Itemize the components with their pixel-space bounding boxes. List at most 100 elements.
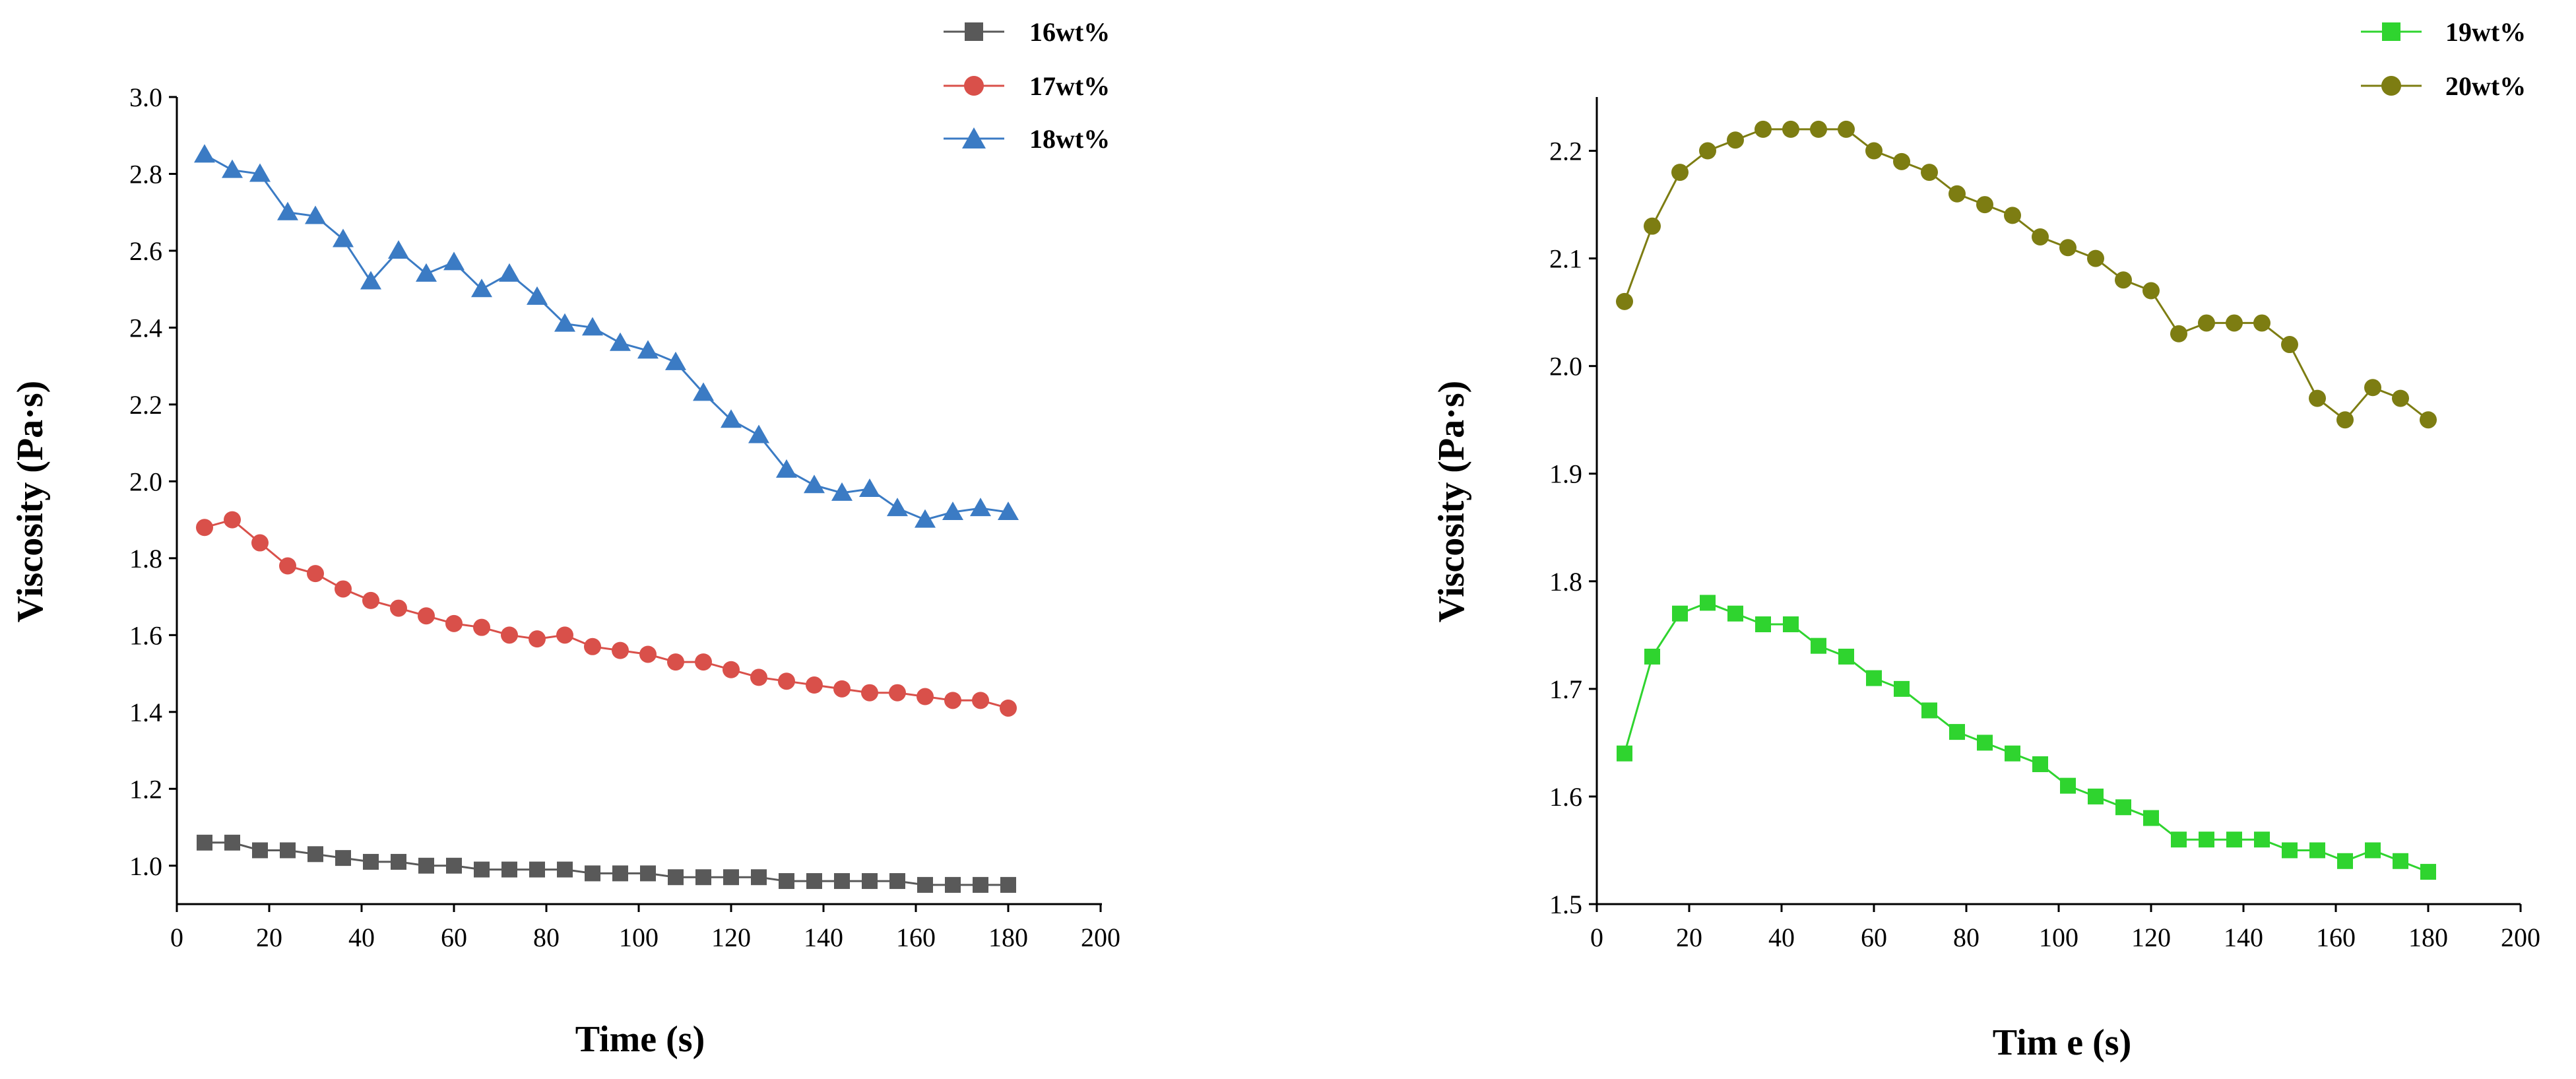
data-point-19wt xyxy=(2226,832,2242,848)
data-point-18wt xyxy=(637,340,659,359)
data-point-17wt xyxy=(639,645,657,663)
data-point-18wt xyxy=(887,498,908,517)
y-tick-label: 1.8 xyxy=(1549,567,1582,597)
data-point-17wt xyxy=(224,511,241,529)
series-line-20wt xyxy=(1623,128,2429,422)
data-point-16wt xyxy=(612,865,628,882)
data-point-19wt xyxy=(2337,853,2353,869)
data-point-18wt xyxy=(554,313,575,332)
left-chart: 1.0 1.2 1.4 1.6 1.8 2.0 2.2 2.4 2.6 2.8 3.0 0 20 40 6… xyxy=(10,17,1120,1060)
legend-marker-20wt xyxy=(2381,76,2401,96)
data-point-19wt xyxy=(2060,777,2076,794)
y-tick-label: 3.0 xyxy=(129,82,162,112)
data-point-18wt xyxy=(471,278,492,298)
y-tick-label: 1.4 xyxy=(129,698,162,727)
data-point-16wt xyxy=(668,869,684,886)
y-tick-label: 1.8 xyxy=(129,544,162,573)
y-tick-label: 2.2 xyxy=(129,390,162,420)
x-tick-label: 80 xyxy=(533,923,560,952)
data-point-20wt xyxy=(2170,325,2187,343)
y-tick-label: 1.2 xyxy=(129,774,162,804)
x-tick-label: 200 xyxy=(1081,923,1120,952)
data-point-17wt xyxy=(529,630,546,648)
data-point-16wt xyxy=(557,861,573,878)
data-point-19wt xyxy=(1811,638,1826,654)
data-point-18wt xyxy=(915,509,936,528)
x-tick-label: 140 xyxy=(2224,923,2263,952)
data-point-19wt xyxy=(2282,842,2298,859)
data-point-18wt xyxy=(610,332,631,351)
data-point-20wt xyxy=(2087,249,2104,267)
data-point-17wt xyxy=(612,641,629,659)
data-point-18wt xyxy=(360,271,381,290)
y-tick-label: 1.6 xyxy=(1549,782,1582,812)
data-point-19wt xyxy=(1866,670,1882,686)
legend-item-16wt: 16wt% xyxy=(944,17,1110,47)
data-point-17wt xyxy=(972,692,989,709)
data-point-16wt xyxy=(280,842,296,859)
data-point-17wt xyxy=(418,607,435,625)
x-tick-label: 160 xyxy=(2316,923,2356,952)
data-point-16wt xyxy=(779,873,794,890)
data-point-18wt xyxy=(859,478,880,498)
series-19wt xyxy=(1617,595,2436,880)
y-tick-label: 2.2 xyxy=(1549,137,1582,166)
x-tick-label: 100 xyxy=(619,923,659,952)
data-point-20wt xyxy=(2059,239,2077,257)
legend-label-20wt: 20wt% xyxy=(2445,71,2526,101)
y-tick-label: 2.0 xyxy=(129,467,162,496)
data-point-18wt xyxy=(804,474,825,494)
legend-marker-18wt xyxy=(962,127,986,148)
y-tick-label: 2.1 xyxy=(1549,244,1582,274)
legend-item-18wt: 18wt% xyxy=(944,124,1110,154)
x-tick-label: 60 xyxy=(1861,923,1887,952)
data-point-17wt xyxy=(335,580,352,598)
y-tick-label: 1.5 xyxy=(1549,890,1582,919)
data-point-16wt xyxy=(834,873,850,890)
data-point-17wt xyxy=(196,519,213,537)
data-point-19wt xyxy=(2171,832,2187,848)
data-point-17wt xyxy=(473,618,490,636)
data-point-18wt xyxy=(998,501,1019,520)
data-point-20wt xyxy=(1755,120,1772,138)
data-point-17wt xyxy=(501,626,518,644)
data-point-20wt xyxy=(2198,314,2215,332)
y-tick-label: 2.4 xyxy=(129,313,162,343)
data-point-20wt xyxy=(2336,411,2354,429)
data-point-18wt xyxy=(222,159,243,178)
data-point-19wt xyxy=(1617,745,1632,762)
left-y-ticks: 1.0 1.2 1.4 1.6 1.8 2.0 2.2 2.4 2.6 2.8 3.0 xyxy=(129,82,177,881)
series-16wt xyxy=(197,834,1016,893)
data-point-19wt xyxy=(1838,648,1854,665)
data-point-16wt xyxy=(917,876,933,893)
data-point-17wt xyxy=(556,626,573,644)
data-point-16wt xyxy=(501,861,517,878)
data-point-18wt xyxy=(499,263,520,282)
right-series-group xyxy=(1616,120,2437,880)
x-tick-label: 0 xyxy=(1590,923,1603,952)
x-tick-label: 180 xyxy=(988,923,1028,952)
data-point-16wt xyxy=(889,873,905,890)
data-point-19wt xyxy=(2393,853,2408,869)
data-point-20wt xyxy=(1838,120,1855,138)
data-point-16wt xyxy=(695,869,711,886)
data-point-20wt xyxy=(1893,152,1910,170)
x-tick-label: 100 xyxy=(2039,923,2078,952)
data-point-18wt xyxy=(942,501,963,520)
data-point-17wt xyxy=(362,591,379,609)
data-point-20wt xyxy=(1699,142,1716,160)
data-point-16wt xyxy=(585,865,600,882)
right-x-ticks: 0 20 40 60 80 100 120 140 160 180 200 xyxy=(1590,904,2540,952)
data-point-18wt xyxy=(776,459,797,478)
right-y-axis-title: Viscosity (Pa·s) xyxy=(1431,381,1472,623)
y-tick-label: 2.8 xyxy=(129,159,162,189)
data-point-16wt xyxy=(363,853,379,870)
legend-label-18wt: 18wt% xyxy=(1029,124,1110,154)
left-x-axis-title: Time (s) xyxy=(575,1019,705,1060)
data-point-17wt xyxy=(251,534,269,552)
x-tick-label: 120 xyxy=(2131,923,2171,952)
data-point-20wt xyxy=(2364,379,2381,397)
data-point-18wt xyxy=(388,240,409,259)
y-tick-label: 1.6 xyxy=(129,620,162,650)
data-point-19wt xyxy=(1700,595,1716,611)
